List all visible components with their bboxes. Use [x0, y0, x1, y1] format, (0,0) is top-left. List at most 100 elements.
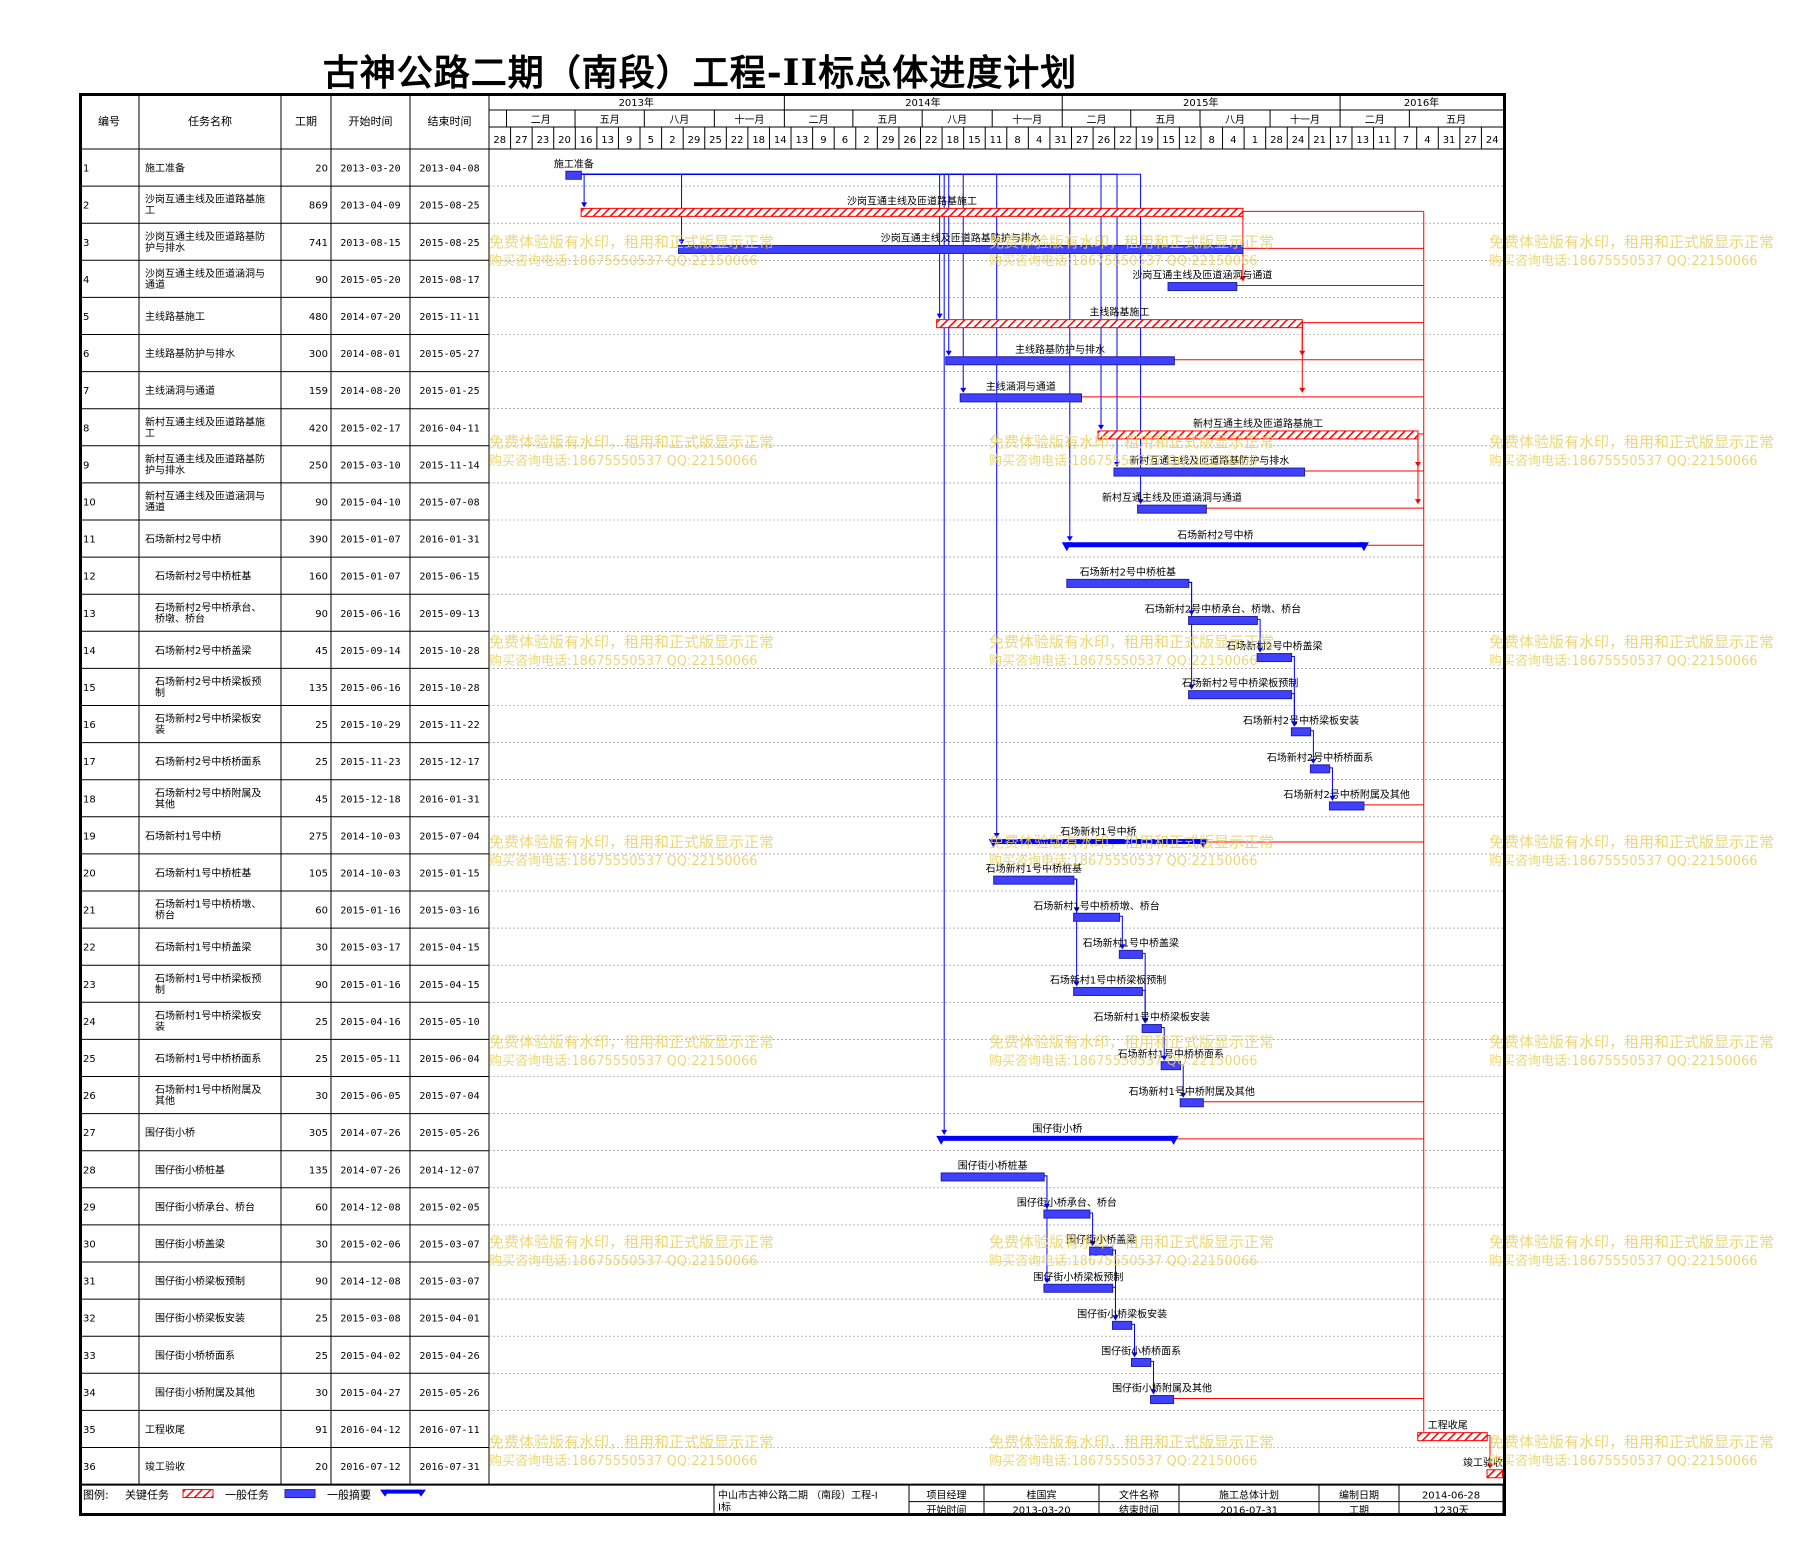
- task-name: 沙岗互通主线及匝道路基施: [145, 193, 265, 206]
- link-arrow: [1239, 276, 1246, 282]
- task-bar: [993, 875, 1075, 885]
- task-start: 2015-04-16: [340, 1017, 400, 1028]
- bar-label: 石场新村2号中桥梁板预制: [1182, 677, 1298, 690]
- task-bar: [959, 393, 1082, 403]
- bar-label: 围仔街小桥: [1032, 1122, 1082, 1135]
- task-end: 2015-04-26: [419, 1351, 479, 1362]
- task-end: 2015-10-28: [419, 683, 479, 694]
- task-duration: 30: [315, 1239, 328, 1250]
- dependency-links: [581, 173, 1494, 1469]
- table-row: 19 石场新村1号中桥 275 2014-10-03 2015-07-04: [83, 829, 480, 842]
- task-id: 36: [83, 1462, 96, 1473]
- task-name: 主线路基施工: [145, 310, 205, 323]
- footer-block: 图例: 关键任务 一般任务 一般摘要 中山市古神公路二期 （南段）工程-II标 项目经理 桂…: [79, 1483, 1506, 1517]
- bar-label: 石场新村2号中桥盖梁: [1226, 640, 1322, 653]
- task-duration: 90: [315, 497, 328, 508]
- year-label: 2013年: [619, 96, 654, 109]
- task-start: 2013-03-20: [340, 164, 400, 175]
- task-duration: 25: [315, 1314, 328, 1325]
- watermark-line: 购买咨询电话:18675550537 QQ:22150066: [489, 1453, 758, 1469]
- watermark-line: 免费体验版有水印，租用和正式版显示正常: [1489, 1433, 1774, 1451]
- task-end: 2016-01-31: [419, 535, 479, 546]
- table-row: 21 石场新村1号中桥桥墩、桥台 60 2015-01-16 2015-03-16: [83, 898, 480, 922]
- task-name: 工: [145, 428, 155, 439]
- day-label: 28: [1270, 135, 1283, 146]
- table-row: 5 主线路基施工 480 2014-07-20 2015-11-11: [83, 310, 480, 323]
- link-line: [1112, 1286, 1116, 1320]
- link-arrow: [1073, 981, 1080, 987]
- legend-normal-swatch: [284, 1489, 316, 1499]
- day-label: 31: [1443, 135, 1456, 146]
- watermark-line: 购买咨询电话:18675550537 QQ:22150066: [989, 853, 1258, 869]
- table-row: 14 石场新村2号中桥盖梁 45 2015-09-14 2015-10-28: [83, 644, 480, 657]
- table-row: 26 石场新村1号中桥附属及其他 30 2015-06-05 2015-07-04: [83, 1083, 480, 1107]
- task-end: 2015-03-16: [419, 906, 479, 917]
- task-end: 2015-10-28: [419, 646, 479, 657]
- task-start: 2014-07-26: [340, 1165, 400, 1176]
- watermark-line: 购买咨询电话:18675550537 QQ:22150066: [489, 653, 758, 669]
- task-duration: 305: [309, 1128, 328, 1139]
- task-end: 2015-04-15: [419, 943, 479, 954]
- task-duration: 135: [309, 683, 328, 694]
- task-bar: [678, 244, 1244, 254]
- footer-file-label: 文件名称: [1119, 1489, 1159, 1502]
- bar-label: 石场新村2号中桥梁板安装: [1243, 714, 1359, 727]
- task-bar: [1160, 1061, 1181, 1071]
- footer-manager-label: 项目经理: [927, 1489, 967, 1502]
- watermark-line: 免费体验版有水印，租用和正式版显示正常: [489, 233, 774, 251]
- link-arrow: [1487, 1463, 1494, 1469]
- legend-summary-swatch: [385, 1489, 421, 1494]
- watermark-line: 购买咨询电话:18675550537 QQ:22150066: [989, 453, 1258, 469]
- task-start: 2015-11-23: [340, 757, 400, 768]
- table-row: 32 围仔街小桥梁板安装 25 2015-03-08 2015-04-01: [83, 1312, 480, 1325]
- day-label: 19: [1141, 135, 1154, 146]
- watermark-line: 免费体验版有水印，租用和正式版显示正常: [489, 1233, 774, 1251]
- table-row: 24 石场新村1号中桥梁板安装 25 2015-04-16 2015-05-10: [83, 1009, 480, 1033]
- day-label: 15: [968, 135, 981, 146]
- task-duration: 30: [315, 1388, 328, 1399]
- task-end: 2015-01-15: [419, 868, 479, 879]
- header-dur: 工期: [295, 115, 317, 128]
- day-label: 4: [1230, 135, 1236, 146]
- task-name: 制: [155, 686, 165, 699]
- task-duration: 160: [309, 572, 328, 583]
- bar-label: 围仔街小桥盖梁: [1066, 1233, 1136, 1246]
- task-id: 25: [83, 1054, 96, 1065]
- table-row: 15 石场新村2号中桥梁板预制 135 2015-06-16 2015-10-28: [83, 675, 480, 699]
- link-arrow: [1089, 1241, 1096, 1247]
- watermark-line: 购买咨询电话:18675550537 QQ:22150066: [489, 1053, 758, 1069]
- task-name: 工程收尾: [145, 1423, 185, 1436]
- watermark-line: 购买咨询电话:18675550537 QQ:22150066: [1489, 1253, 1758, 1269]
- watermark-line: 免费体验版有水印，租用和正式版显示正常: [989, 633, 1274, 651]
- task-start: 2016-04-12: [340, 1425, 400, 1436]
- quarter-label: 二月: [1086, 114, 1106, 126]
- task-duration: 25: [315, 1351, 328, 1362]
- task-id: 5: [83, 312, 89, 323]
- task-name: 新村互通主线及匝道涵洞与: [145, 489, 265, 502]
- task-duration: 135: [309, 1165, 328, 1176]
- task-id: 27: [83, 1128, 96, 1139]
- header-start: 开始时间: [349, 114, 393, 128]
- bar-label: 石场新村1号中桥盖梁: [1083, 936, 1179, 949]
- bar-label: 围仔街小桥承台、桥台: [1017, 1196, 1117, 1209]
- link-line: [1487, 1435, 1491, 1468]
- link-arrow: [1299, 387, 1306, 393]
- task-bar: [1073, 986, 1143, 996]
- table-row: 8 新村互通主线及匝道路基施工 420 2015-02-17 2016-04-11: [83, 415, 480, 439]
- day-label: 13: [795, 135, 808, 146]
- watermark-line: 购买咨询电话:18675550537 QQ:22150066: [1489, 253, 1758, 269]
- task-start: 2014-10-03: [340, 831, 400, 842]
- link-line: [1188, 581, 1193, 689]
- task-name: 石场新村2号中桥盖梁: [155, 644, 251, 657]
- task-start: 2015-12-18: [340, 794, 400, 805]
- task-bar: [945, 356, 1175, 366]
- day-label: 13: [601, 135, 614, 146]
- task-name: 沙岗互通主线及匝道路基防: [145, 230, 265, 243]
- watermark-line: 免费体验版有水印，租用和正式版显示正常: [1489, 233, 1774, 251]
- task-id: 8: [83, 423, 89, 434]
- task-duration: 20: [315, 164, 328, 175]
- task-name: 石场新村1号中桥桩基: [155, 866, 251, 879]
- task-bar: [1089, 1246, 1114, 1256]
